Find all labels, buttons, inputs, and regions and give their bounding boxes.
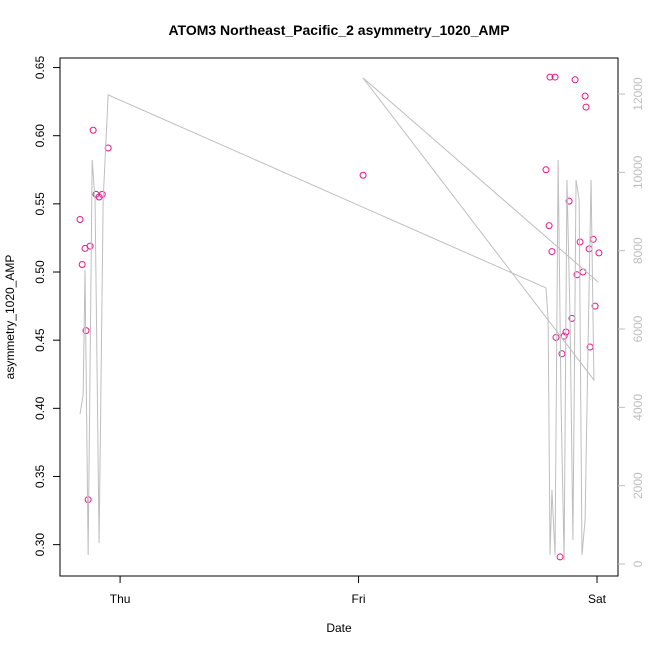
- y-tick-label: 0.65: [33, 56, 47, 80]
- y-tick-label: 0.55: [33, 192, 47, 216]
- y2-tick-label: 10000: [631, 155, 645, 189]
- plot-frame: [59, 57, 619, 577]
- y2-tick-label: 8000: [631, 237, 645, 264]
- data-point: [548, 248, 556, 256]
- data-line: [79, 77, 599, 561]
- chart-title: ATOM3 Northeast_Pacific_2 asymmetry_1020…: [168, 22, 509, 38]
- x-tick-label: Fri: [352, 592, 366, 606]
- data-point: [359, 171, 367, 179]
- data-point: [560, 332, 568, 340]
- y2-tick-label: 4000: [631, 394, 645, 421]
- y2-tick-label: 0: [631, 560, 645, 567]
- x-axis-label: Date: [326, 621, 352, 635]
- data-point: [542, 166, 550, 174]
- data-point: [89, 126, 97, 134]
- data-point: [576, 238, 584, 246]
- data-point: [552, 333, 560, 341]
- data-point: [545, 222, 553, 230]
- y-tick-label: 0.60: [33, 124, 47, 148]
- data-point: [86, 242, 94, 250]
- data-point: [558, 350, 566, 358]
- data-point: [565, 197, 573, 205]
- y2-tick-label: 2000: [631, 472, 645, 499]
- y-tick-label: 0.30: [33, 533, 47, 557]
- data-point: [76, 216, 84, 224]
- x-tick-label: Sat: [588, 592, 607, 606]
- y2-tick-label: 12000: [631, 77, 645, 111]
- y-tick-label: 0.50: [33, 260, 47, 284]
- y-tick-label: 0.40: [33, 396, 47, 420]
- data-point: [84, 496, 92, 504]
- y-tick-label: 0.45: [33, 328, 47, 352]
- data-point: [546, 73, 554, 81]
- y2-tick-label: 6000: [631, 315, 645, 342]
- data-point: [595, 249, 603, 257]
- data-point: [591, 302, 599, 310]
- data-point: [556, 553, 564, 561]
- y-axis-label: asymmetry_1020_AMP: [3, 255, 17, 380]
- data-point: [582, 103, 590, 111]
- data-point: [551, 73, 559, 81]
- x-tick-label: Thu: [110, 592, 131, 606]
- data-point: [78, 261, 86, 269]
- y-tick-label: 0.35: [33, 464, 47, 488]
- data-point: [571, 76, 579, 84]
- data-point: [98, 190, 106, 198]
- data-point: [581, 92, 589, 100]
